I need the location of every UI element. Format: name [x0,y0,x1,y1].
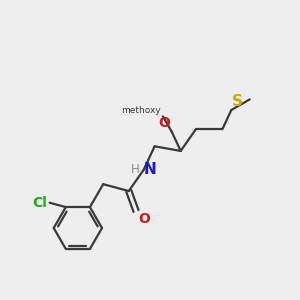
Text: H: H [131,163,140,176]
Text: N: N [144,162,156,177]
Text: Cl: Cl [32,196,47,210]
Text: methoxy: methoxy [121,106,160,115]
Text: S: S [232,94,243,110]
Text: O: O [138,212,150,226]
Text: O: O [158,116,170,130]
